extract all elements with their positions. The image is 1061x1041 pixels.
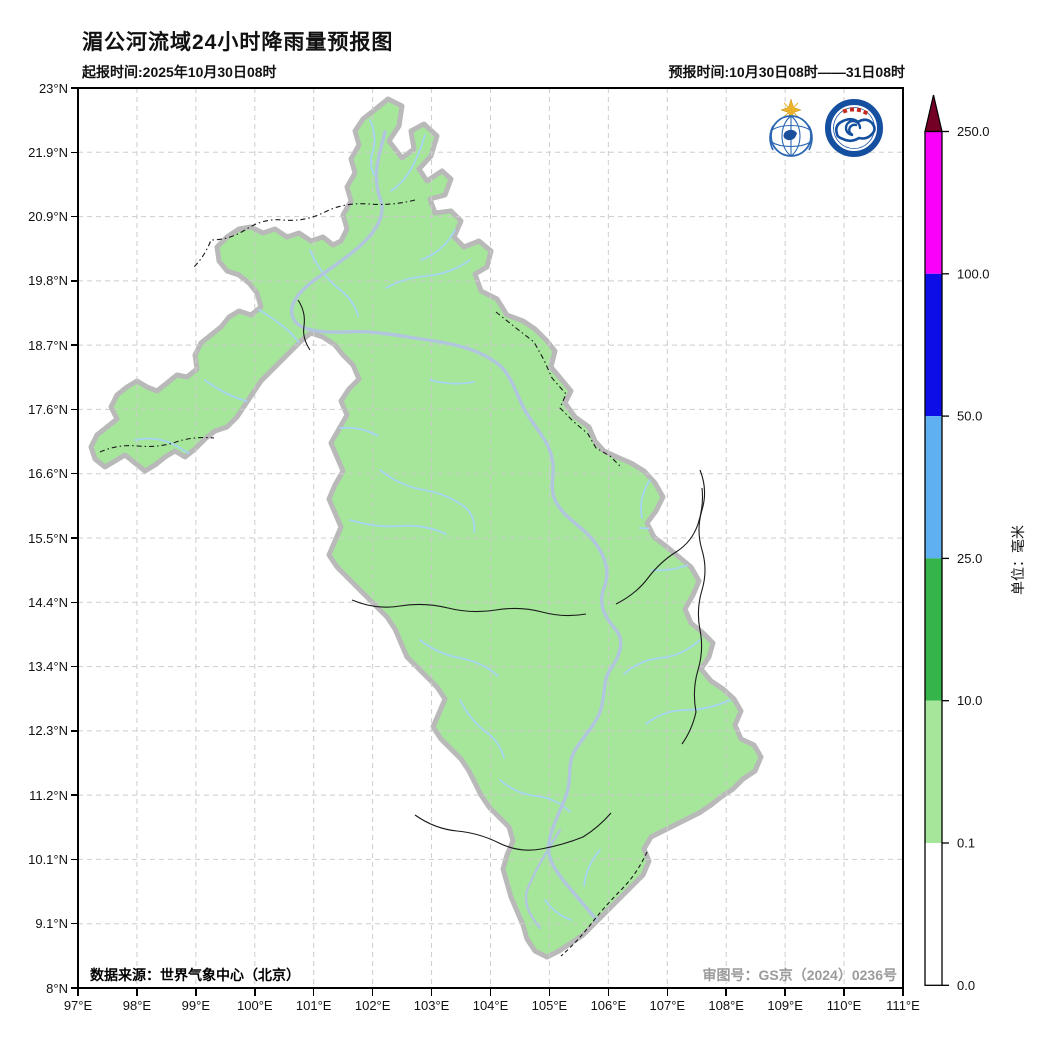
y-tick-label: 20.9°N — [28, 209, 68, 225]
x-tick-label: 107°E — [649, 998, 686, 1013]
y-tick-label: 14.4°N — [28, 594, 68, 610]
colorbar-tick-label: 0.1 — [957, 836, 975, 851]
x-tick-label: 103°E — [413, 998, 450, 1013]
y-tick-label: 18.7°N — [28, 337, 68, 353]
y-tick-mark — [71, 987, 78, 989]
x-tick-label: 97°E — [63, 998, 93, 1013]
y-tick-label: 8°N — [46, 980, 68, 996]
x-tick-mark — [902, 989, 904, 996]
y-tick-mark — [71, 344, 78, 346]
y-tick-mark — [71, 601, 78, 604]
x-tick-mark — [725, 989, 727, 996]
y-tick-label: 19.8°N — [28, 273, 68, 289]
x-tick-mark — [666, 989, 669, 996]
map-approval-label: 审图号：GS京（2024）0236号 — [702, 967, 897, 983]
y-tick-mark — [71, 151, 78, 154]
colorbar-segment — [925, 131, 942, 274]
y-tick-label: 9.1°N — [35, 916, 68, 932]
x-tick-mark — [489, 989, 492, 996]
y-tick-label: 15.5°N — [28, 530, 68, 546]
wmo-logo — [769, 98, 813, 157]
colorbar-segment — [925, 700, 942, 843]
x-tick-mark — [254, 989, 256, 996]
y-tick-mark — [71, 794, 78, 796]
colorbar-tick-label: 25.0 — [957, 551, 982, 566]
colorbar-tick-label: 0.0 — [957, 978, 975, 993]
y-tick-label: 13.4°N — [28, 659, 68, 675]
plot-frame — [77, 87, 904, 989]
colorbar-tick-label: 10.0 — [957, 693, 982, 708]
issued-time-label: 起报时间:2025年10月30日08时 — [82, 64, 277, 80]
rain-cell-25-50 — [573, 370, 585, 382]
y-tick-mark — [71, 408, 78, 411]
page-title: 湄公河流域24小时降雨量预报图 — [82, 31, 394, 54]
x-tick-mark — [548, 989, 551, 996]
mekong-main-river — [290, 130, 623, 926]
x-tick-mark — [371, 989, 374, 996]
colorbar-segment — [925, 558, 942, 701]
x-tick-mark — [136, 989, 138, 996]
y-tick-label: 10.1°N — [28, 851, 68, 867]
colorbar-extend-arrow — [924, 94, 943, 133]
y-tick-mark — [71, 215, 78, 218]
rainfall-map — [77, 87, 904, 989]
colorbar-tick-label: 50.0 — [957, 409, 982, 424]
y-tick-label: 23°N — [38, 80, 68, 96]
colorbar-tick-label: 100.0 — [957, 266, 990, 281]
y-tick-mark — [71, 280, 78, 282]
x-tick-label: 106°E — [590, 998, 627, 1013]
y-tick-label: 12.3°N — [28, 723, 68, 739]
x-tick-label: 108°E — [708, 998, 744, 1013]
x-tick-label: 102°E — [354, 998, 391, 1013]
x-tick-label: 104°E — [472, 998, 509, 1013]
y-tick-label: 21.9°N — [28, 144, 68, 160]
y-tick-mark — [71, 665, 78, 668]
y-tick-label: 11.2°N — [29, 787, 68, 803]
x-tick-mark — [195, 989, 197, 996]
country-borders — [99, 199, 706, 957]
data-source-label: 数据来源：世界气象中心（北京） — [90, 967, 300, 983]
x-tick-mark — [607, 989, 610, 996]
y-tick-label: 17.6°N — [28, 401, 68, 417]
colorbar-segment — [925, 273, 942, 417]
y-tick-mark — [71, 87, 78, 89]
colorbar-segment — [925, 843, 942, 986]
x-tick-mark — [430, 989, 433, 996]
y-tick-mark — [71, 472, 78, 475]
y-tick-mark — [71, 537, 78, 539]
y-tick-mark — [71, 858, 78, 861]
rain-cell-25-50 — [755, 698, 761, 708]
forecast-time-label: 预报时间:10月30日08时——31日08时 — [668, 64, 905, 80]
x-tick-mark — [784, 989, 786, 996]
colorbar-unit-label: 单位：毫米 — [1010, 525, 1026, 595]
x-tick-label: 110°E — [826, 998, 862, 1013]
x-tick-label: 99°E — [181, 998, 211, 1013]
x-tick-label: 98°E — [122, 998, 152, 1013]
x-tick-mark — [77, 989, 79, 996]
grid-lines — [78, 88, 903, 988]
x-tick-mark — [843, 989, 845, 996]
x-tick-label: 111°E — [886, 998, 920, 1013]
y-tick-mark — [71, 922, 78, 925]
y-tick-mark — [71, 730, 78, 732]
x-tick-label: 105°E — [531, 998, 568, 1013]
colorbar-segment — [925, 416, 942, 559]
x-tick-label: 100°E — [237, 998, 273, 1013]
rain-cell-10-25 — [388, 700, 404, 716]
colorbar: 250.0 100.0 50.0 25.0 10.0 0.1 0.0 — [924, 94, 990, 993]
colorbar-tick-label: 250.0 — [957, 124, 990, 139]
cma-logo — [825, 99, 883, 157]
y-tick-label: 16.6°N — [28, 466, 68, 482]
x-tick-label: 101°E — [295, 998, 332, 1013]
x-tick-label: 109°E — [767, 998, 803, 1013]
x-tick-mark — [312, 989, 315, 996]
